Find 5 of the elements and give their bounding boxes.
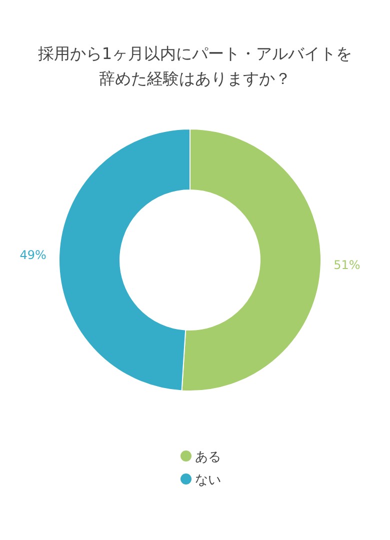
data-label: 49%: [20, 248, 46, 262]
data-label: 51%: [334, 258, 360, 272]
legend-label: ある: [195, 450, 221, 465]
chart-title: 採用から1ヶ月以内にパート・アルバイトを辞めた経験はありますか？: [38, 44, 352, 88]
legend-label: ない: [195, 473, 221, 488]
